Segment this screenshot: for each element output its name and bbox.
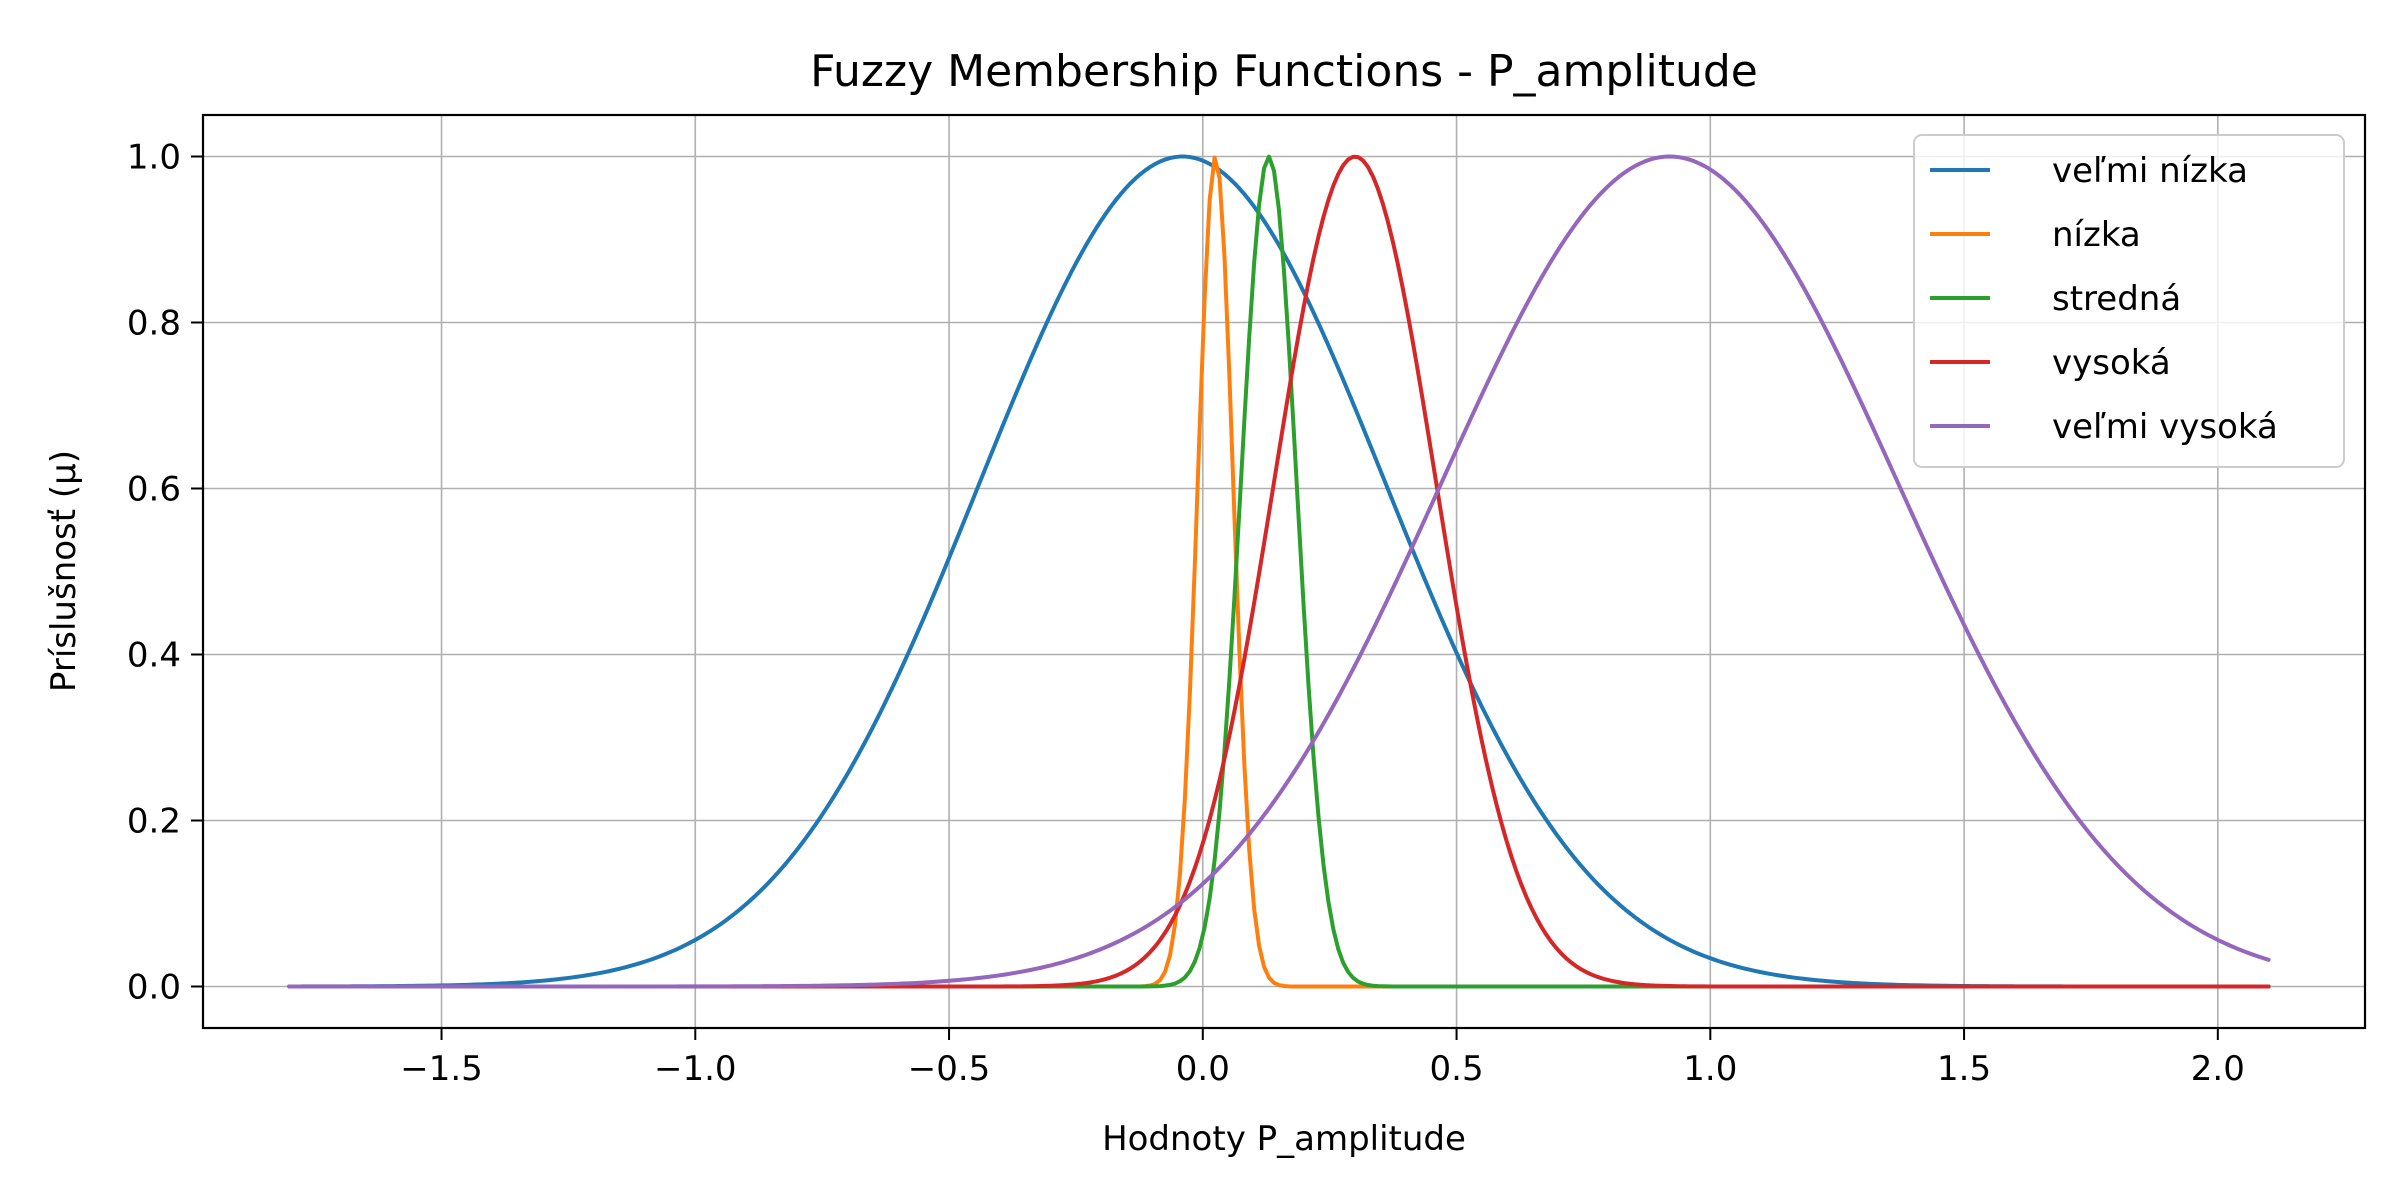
x-tick-label: 1.5	[1937, 1049, 1991, 1089]
chart-title: Fuzzy Membership Functions - P_amplitude	[810, 46, 1758, 97]
axis-ticks: −1.5 −1.0 −0.5 0.0 0.5 1.0 1.5 2.0 0.0 0.2 0.4 0.6 0…	[127, 138, 2245, 1090]
y-tick-label: 0.2	[127, 802, 181, 842]
y-tick-label: 0.4	[127, 636, 181, 676]
x-tick-label: 0.0	[1176, 1049, 1230, 1089]
y-axis-label: Príslušnosť (μ)	[44, 450, 84, 692]
y-tick-label: 1.0	[127, 138, 181, 178]
plot-frame	[201, 113, 2367, 1030]
legend-label: stredná	[2052, 279, 2181, 319]
x-tick-label: 0.5	[1430, 1049, 1484, 1089]
x-tick-label: −0.5	[908, 1049, 991, 1089]
legend-frame	[1913, 134, 2345, 468]
x-tick-label: −1.0	[654, 1049, 737, 1089]
y-tick-label: 0.6	[127, 470, 181, 510]
series-lines	[287, 154, 2271, 989]
x-tick-label: 1.0	[1683, 1049, 1737, 1089]
legend: veľmi nízka nízka stredná vysoká veľmi vysok…	[1913, 134, 2345, 468]
legend-label: nízka	[2052, 215, 2141, 255]
y-tick-label: 0.0	[127, 968, 181, 1008]
legend-label: veľmi vysoká	[2052, 407, 2278, 447]
legend-label: veľmi nízka	[2052, 151, 2248, 191]
x-axis-label: Hodnoty P_amplitude	[1102, 1119, 1466, 1159]
series-line-5	[287, 154, 2271, 989]
y-tick-label: 0.8	[127, 304, 181, 344]
x-tick-label: −1.5	[400, 1049, 483, 1089]
x-tick-label: 2.0	[2191, 1049, 2245, 1089]
legend-label: vysoká	[2052, 343, 2171, 383]
